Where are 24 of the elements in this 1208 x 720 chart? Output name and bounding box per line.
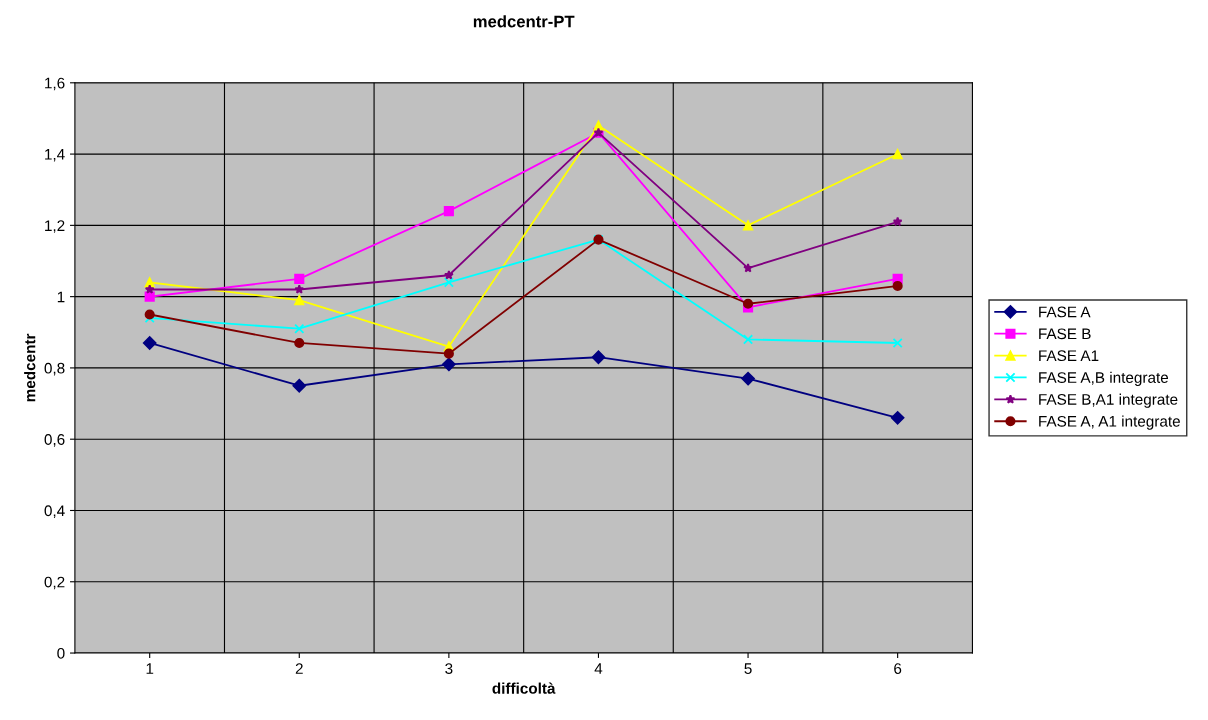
y-tick-label: 0 — [57, 647, 65, 659]
x-tick-label: 2 — [295, 663, 303, 674]
legend-label: FASE A, A1 integrate — [1039, 415, 1180, 430]
chart-title: medcentr-PT — [473, 15, 575, 28]
x-tick-label: 5 — [744, 663, 752, 674]
y-tick-label: 0,2 — [44, 576, 65, 590]
legend-label: FASE B — [1039, 328, 1091, 340]
legend-label: FASE A — [1039, 306, 1091, 318]
y-tick-label: 1,6 — [45, 77, 65, 91]
legend-label: FASE A,B integrate — [1039, 371, 1169, 386]
legend-label: FASE B,A1 integrate — [1039, 393, 1178, 408]
y-tick-label: 1,4 — [45, 149, 65, 162]
y-tick-label: 1 — [57, 291, 65, 303]
x-tick-label: 6 — [894, 663, 902, 674]
x-tick-label: 1 — [146, 663, 154, 674]
x-tick-label: 3 — [445, 663, 453, 674]
legend-label: FASE A1 — [1039, 350, 1099, 362]
y-tick-label: 0,4 — [44, 505, 65, 518]
x-tick-label: 4 — [594, 663, 603, 674]
y-tick-label: 0,8 — [44, 362, 65, 376]
y-tick-label: 1,2 — [45, 220, 65, 233]
y-tick-label: 0,6 — [44, 434, 65, 447]
x-axis-title: difficoltà — [492, 682, 556, 694]
y-axis-title: medcentr — [24, 333, 36, 402]
